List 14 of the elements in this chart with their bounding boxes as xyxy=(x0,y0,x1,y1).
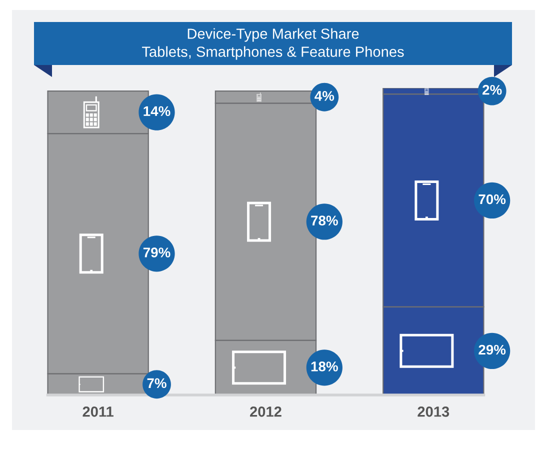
data-label: 79% xyxy=(143,248,170,258)
data-label: 70% xyxy=(478,194,506,204)
chart-title: Device-Type Market Share xyxy=(188,28,359,42)
data-label: 14% xyxy=(144,106,170,116)
x-tick-label: 2013 xyxy=(418,406,450,417)
data-label: 18% xyxy=(311,362,338,372)
x-tick-label: 2011 xyxy=(82,406,114,417)
data-label: 7% xyxy=(147,378,166,388)
data-label: 78% xyxy=(311,216,338,226)
data-label: 2% xyxy=(482,84,502,95)
data-label: 29% xyxy=(478,344,506,355)
data-label: 4% xyxy=(314,91,334,101)
x-tick-label: 2012 xyxy=(250,406,282,417)
chart-subtitle: Tablets, Smartphones & Feature Phones xyxy=(142,46,404,60)
